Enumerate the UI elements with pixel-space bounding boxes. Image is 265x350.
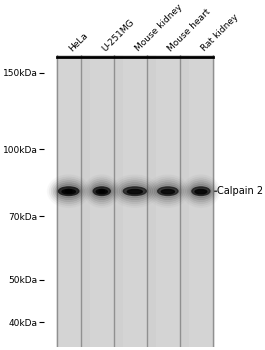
Ellipse shape xyxy=(185,179,217,204)
Text: Rat kidney: Rat kidney xyxy=(199,13,240,53)
Bar xyxy=(57,55,213,347)
Ellipse shape xyxy=(121,184,148,198)
Bar xyxy=(156,55,180,347)
Ellipse shape xyxy=(53,181,85,202)
Ellipse shape xyxy=(93,187,110,196)
Ellipse shape xyxy=(57,184,81,198)
Ellipse shape xyxy=(59,187,79,196)
Ellipse shape xyxy=(195,189,207,194)
Ellipse shape xyxy=(190,184,212,198)
Ellipse shape xyxy=(127,189,142,194)
Ellipse shape xyxy=(115,179,155,204)
Ellipse shape xyxy=(161,189,175,194)
Ellipse shape xyxy=(51,179,86,204)
Ellipse shape xyxy=(123,187,146,196)
Ellipse shape xyxy=(99,189,104,193)
Ellipse shape xyxy=(187,181,215,202)
Ellipse shape xyxy=(188,183,213,200)
Ellipse shape xyxy=(89,181,115,202)
Ellipse shape xyxy=(92,184,112,198)
Ellipse shape xyxy=(192,187,210,196)
Bar xyxy=(90,55,114,347)
Text: Calpain 2: Calpain 2 xyxy=(218,186,264,196)
Ellipse shape xyxy=(55,183,83,200)
Ellipse shape xyxy=(87,179,117,204)
Bar xyxy=(189,55,213,347)
Ellipse shape xyxy=(119,183,151,200)
Text: Mouse heart: Mouse heart xyxy=(166,7,213,53)
Ellipse shape xyxy=(158,187,178,196)
Ellipse shape xyxy=(62,189,75,194)
Bar xyxy=(123,55,147,347)
Text: HeLa: HeLa xyxy=(67,31,90,53)
Ellipse shape xyxy=(154,183,182,200)
Ellipse shape xyxy=(66,189,72,193)
Ellipse shape xyxy=(117,181,153,202)
Bar xyxy=(57,55,81,347)
Ellipse shape xyxy=(96,189,107,194)
Ellipse shape xyxy=(156,184,180,198)
Ellipse shape xyxy=(150,179,186,204)
Text: U-251MG: U-251MG xyxy=(100,18,136,53)
Ellipse shape xyxy=(152,181,184,202)
Text: Mouse kidney: Mouse kidney xyxy=(133,3,184,53)
Ellipse shape xyxy=(90,183,113,200)
